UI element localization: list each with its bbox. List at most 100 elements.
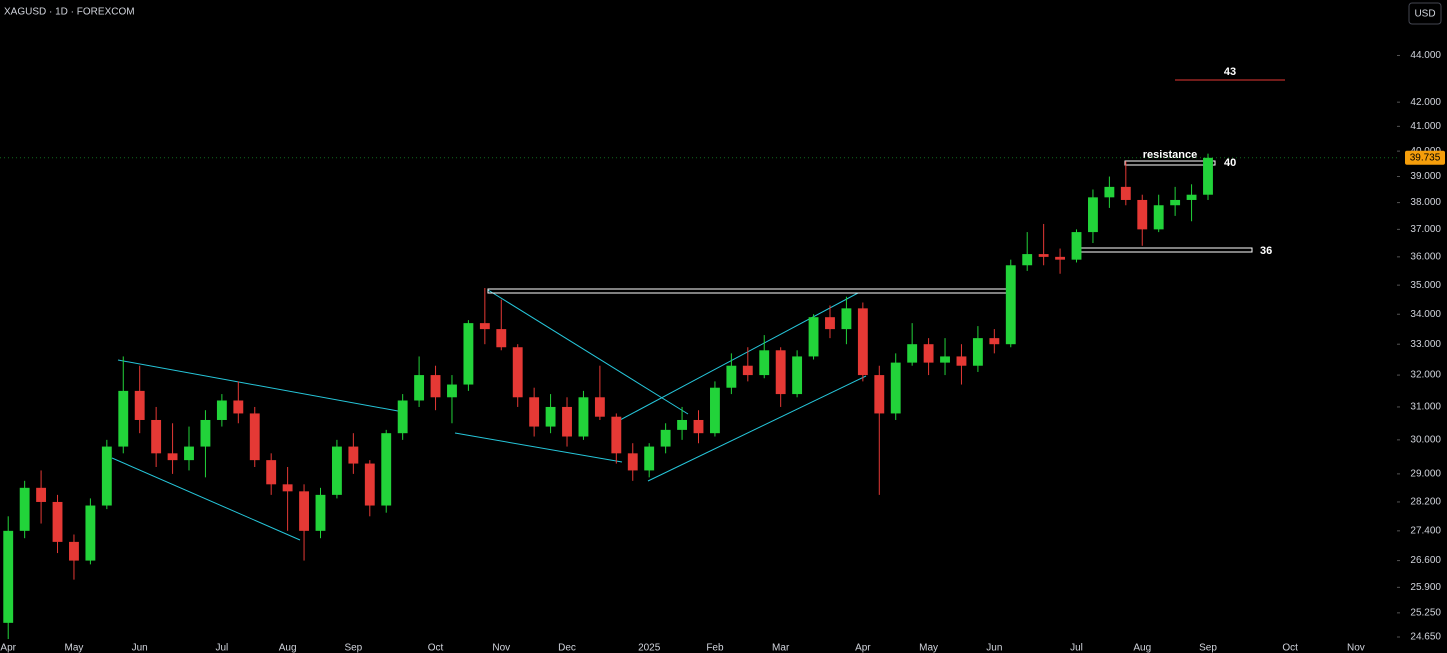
x-tick-label: 2025 — [638, 643, 661, 653]
candle-body — [512, 347, 523, 398]
x-tick-label: Oct — [1282, 643, 1298, 653]
level-box — [1124, 160, 1216, 166]
symbol-title: XAGUSD · 1D · FOREXCOM — [4, 7, 135, 18]
candle-body — [956, 356, 967, 366]
trend-line — [487, 289, 689, 415]
candle-body — [660, 429, 671, 447]
x-tick-label: Jul — [215, 643, 228, 653]
candle-body — [52, 501, 63, 542]
x-tick-label: Feb — [706, 643, 724, 653]
candles — [3, 153, 1213, 640]
candle-body — [808, 317, 819, 357]
candle-body — [940, 356, 950, 363]
candle-body — [972, 338, 983, 366]
last-price-tag — [1405, 150, 1445, 165]
candle-body — [463, 323, 474, 385]
y-tick-label: 25.250 — [1410, 607, 1441, 618]
y-tick-label: 35.000 — [1410, 280, 1441, 291]
candle-body — [1170, 199, 1181, 206]
candle-body — [249, 413, 260, 461]
candle-body — [1088, 197, 1098, 233]
candle-body — [890, 362, 901, 414]
candle-body — [1153, 205, 1164, 230]
candle-body — [200, 419, 211, 447]
y-tick-label: 27.400 — [1410, 525, 1441, 536]
x-tick-label: Mar — [772, 643, 790, 653]
x-tick-label: Sep — [344, 643, 362, 653]
x-tick-label: Apr — [0, 643, 16, 653]
x-tick-label: May — [65, 643, 84, 653]
x-tick-label: Jun — [132, 643, 148, 653]
y-tick-label: 34.000 — [1410, 309, 1441, 320]
x-tick-label: Nov — [1347, 643, 1365, 653]
trend-line — [111, 457, 301, 541]
candle-body — [430, 375, 441, 398]
candle-body — [644, 446, 655, 471]
candle-body — [167, 453, 178, 461]
x-tick-label: Aug — [279, 643, 297, 653]
trend-line — [647, 375, 867, 482]
x-tick-label: Nov — [492, 643, 510, 653]
candle-body — [874, 375, 885, 414]
candle-body — [759, 350, 770, 376]
candle-body — [710, 387, 720, 434]
candle-body — [134, 390, 145, 420]
y-tick-label: 37.000 — [1410, 224, 1441, 235]
candle-body — [1055, 256, 1066, 260]
candle-body — [1005, 265, 1016, 345]
candle-body — [693, 419, 704, 434]
candle-body — [529, 397, 540, 427]
y-tick-label: 32.000 — [1410, 370, 1441, 381]
candle-body — [85, 505, 96, 561]
x-tick-label: Jul — [1070, 643, 1083, 653]
candle-body — [348, 446, 359, 464]
trend-line — [117, 359, 399, 412]
y-tick-label: 44.000 — [1410, 50, 1441, 61]
candle-body — [1038, 254, 1049, 257]
candle-body — [299, 491, 309, 531]
candle-body — [118, 390, 129, 447]
y-tick-label: 31.000 — [1410, 402, 1441, 413]
annotation: 36 — [1260, 245, 1272, 257]
candle-body — [989, 338, 1000, 345]
candle-body — [1120, 186, 1131, 200]
y-tick-label: 29.000 — [1410, 469, 1441, 480]
candle-body — [69, 541, 79, 561]
candle-body — [101, 446, 112, 506]
candle-body — [282, 484, 293, 492]
candle-body — [414, 375, 425, 401]
candle-body — [545, 406, 556, 427]
candle-body — [315, 494, 326, 531]
y-tick-label: 30.000 — [1410, 434, 1441, 445]
x-tick-label: Dec — [558, 643, 576, 653]
candle-body — [216, 400, 227, 420]
candle-body — [19, 487, 30, 531]
candle-body — [923, 344, 934, 363]
x-tick-label: Oct — [428, 643, 444, 653]
currency-button[interactable] — [1408, 2, 1442, 25]
candle-body — [1071, 232, 1082, 260]
x-tick-label: May — [919, 643, 938, 653]
y-tick-label: 36.000 — [1410, 252, 1441, 263]
candle-body — [726, 365, 737, 388]
currency-button-label[interactable]: USD — [1414, 9, 1435, 20]
candle-body — [397, 400, 408, 434]
candle-body — [1203, 157, 1213, 195]
annotation: resistance — [1143, 149, 1197, 161]
y-tick-label: 38.000 — [1410, 197, 1441, 208]
candle-body — [825, 317, 835, 330]
candle-body — [1104, 186, 1115, 198]
annotation: 43 — [1224, 66, 1236, 78]
candle-body — [1022, 254, 1033, 266]
y-tick-label: 33.000 — [1410, 339, 1441, 350]
y-tick-label: 28.200 — [1410, 497, 1441, 508]
candle-body — [3, 530, 14, 623]
candle-body — [496, 329, 507, 348]
candle-body — [1186, 194, 1197, 200]
candle-body — [562, 406, 572, 437]
trend-line — [454, 432, 623, 463]
trend-line — [619, 292, 859, 421]
candle-body — [594, 397, 605, 417]
candle-body — [578, 397, 589, 437]
